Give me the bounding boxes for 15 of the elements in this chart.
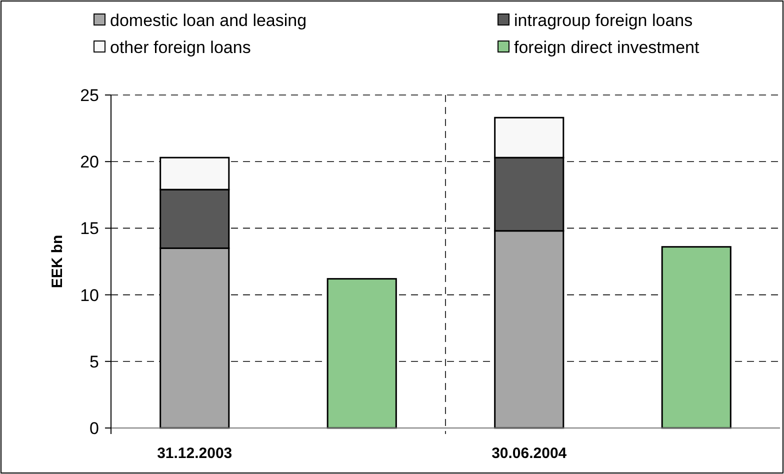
x-tick-label: 30.06.2004	[492, 445, 568, 462]
y-tick-label: 25	[80, 86, 99, 105]
legend-label: foreign direct investment	[514, 38, 700, 57]
y-tick-label: 20	[80, 152, 99, 172]
y-tick-label: 5	[90, 352, 99, 372]
y-tick-label: 0	[90, 418, 99, 438]
y-tick-label: 15	[80, 219, 99, 238]
legend-label: domestic loan and leasing	[110, 10, 307, 30]
x-tick-label: 31.12.2003	[157, 445, 232, 462]
bar	[661, 246, 732, 429]
legend-label: other foreign loans	[110, 38, 251, 57]
legend-label: intragroup foreign loans	[514, 10, 693, 30]
y-axis-title: EEK bn	[49, 234, 66, 288]
y-tick-label: 10	[80, 286, 99, 305]
bar	[326, 278, 397, 429]
